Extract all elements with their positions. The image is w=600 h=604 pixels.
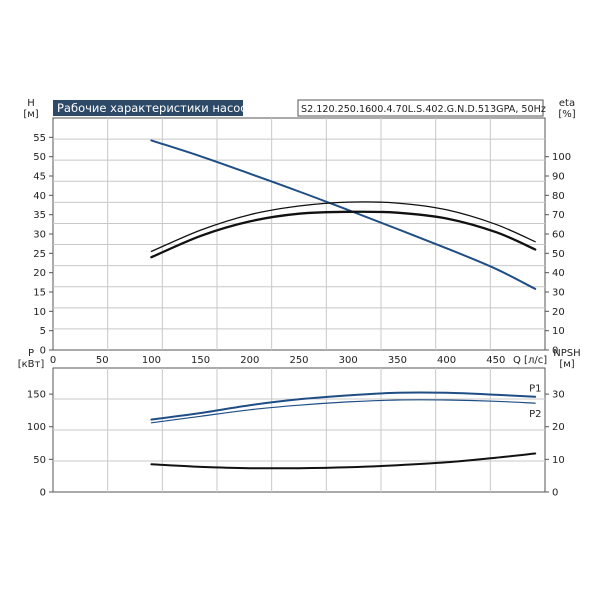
left-axis-unit: [кВт]: [18, 359, 45, 370]
top-plot: 0 5 10 15 20 25 30 35 40 45 50 55 0 10 20 30 40 50 60 70 80 9…: [23, 98, 575, 366]
head-curve: [150, 139, 537, 290]
right-axis-tick-label: 30: [552, 390, 565, 401]
right-axis-tick-label: 70: [552, 210, 565, 221]
left-axis-label: H: [27, 98, 35, 109]
model-label: S2.120.250.1600.4.70L.S.402.G.N.D.513GPA…: [301, 104, 546, 115]
left-axis-tick-label: 55: [33, 133, 46, 144]
series-label-p1: P1: [529, 384, 541, 395]
x-axis-tick-label: 300: [339, 355, 358, 366]
p1-curve: [150, 391, 537, 421]
chart-title: Рабочие характеристики насоса: [57, 101, 254, 115]
x-axis-label: Q [л/с]: [513, 355, 547, 366]
x-axis-tick-label: 400: [437, 355, 456, 366]
left-axis-tick-label: 20: [33, 268, 46, 279]
right-axis-tick-label: 50: [552, 249, 565, 260]
right-axis-label: eta: [559, 98, 575, 109]
top-frame: [52, 117, 546, 351]
right-axis-tick-label: 40: [552, 268, 565, 279]
p2-curve: [150, 399, 536, 424]
right-axis-unit: [м]: [559, 359, 574, 370]
x-axis-tick-label: 450: [486, 355, 505, 366]
right-axis-tick-label: 10: [552, 455, 565, 466]
left-axis-tick-label: 30: [33, 230, 46, 241]
x-axis-tick-label: 200: [240, 355, 259, 366]
left-axis-tick-label: 10: [33, 307, 46, 318]
right-axis-tick-label: 100: [552, 152, 571, 163]
eta-2-curve: [150, 210, 537, 259]
left-axis-tick-label: 150: [27, 390, 46, 401]
x-axis-tick-label: 350: [388, 355, 407, 366]
right-axis-tick-label: 20: [552, 422, 565, 433]
left-axis-tick-label: 15: [33, 288, 46, 299]
left-axis-tick-label: 40: [33, 191, 46, 202]
left-axis-unit: [м]: [23, 109, 38, 120]
right-axis-label: NPSH: [553, 348, 580, 359]
eta-1-curve: [150, 201, 536, 253]
bottom-plot: 0 50 100 150 0 10 20 30 P[кВт] NPSH[м] P1 P2: [18, 348, 581, 499]
title-group: Рабочие характеристики насоса: [53, 100, 254, 116]
left-axis-tick-label: 50: [33, 152, 46, 163]
right-axis-tick-label: 30: [552, 288, 565, 299]
left-axis-tick-label: 100: [27, 422, 46, 433]
x-axis-tick-label: 0: [50, 355, 56, 366]
left-axis-tick-label: 5: [40, 326, 46, 337]
left-axis-tick-label: 50: [33, 455, 46, 466]
left-axis-label: P: [28, 348, 34, 359]
right-axis-tick-label: 0: [552, 346, 558, 357]
x-axis-tick-label: 100: [142, 355, 161, 366]
right-axis-tick-label: 60: [552, 230, 565, 241]
left-axis-tick-label: 35: [33, 210, 46, 221]
model-group: S2.120.250.1600.4.70L.S.402.G.N.D.513GPA…: [297, 99, 546, 117]
npsh-curve: [150, 452, 537, 470]
right-axis-unit: [%]: [558, 109, 575, 120]
x-axis-tick-label: 50: [96, 355, 109, 366]
right-axis-tick-label: 0: [552, 488, 558, 499]
left-axis-tick-label: 0: [40, 346, 46, 357]
right-axis-tick-label: 10: [552, 326, 565, 337]
right-axis-tick-label: 90: [552, 172, 565, 183]
left-axis-tick-label: 0: [40, 488, 46, 499]
left-axis-tick-label: 25: [33, 249, 46, 260]
title-background: [53, 100, 243, 116]
x-axis-tick-label: 250: [289, 355, 308, 366]
series-label-p2: P2: [529, 409, 541, 420]
model-label-box: [297, 99, 544, 117]
left-axis-tick-label: 45: [33, 172, 46, 183]
x-axis-tick-label: 150: [191, 355, 210, 366]
right-axis-tick-label: 80: [552, 191, 565, 202]
right-axis-tick-label: 20: [552, 307, 565, 318]
